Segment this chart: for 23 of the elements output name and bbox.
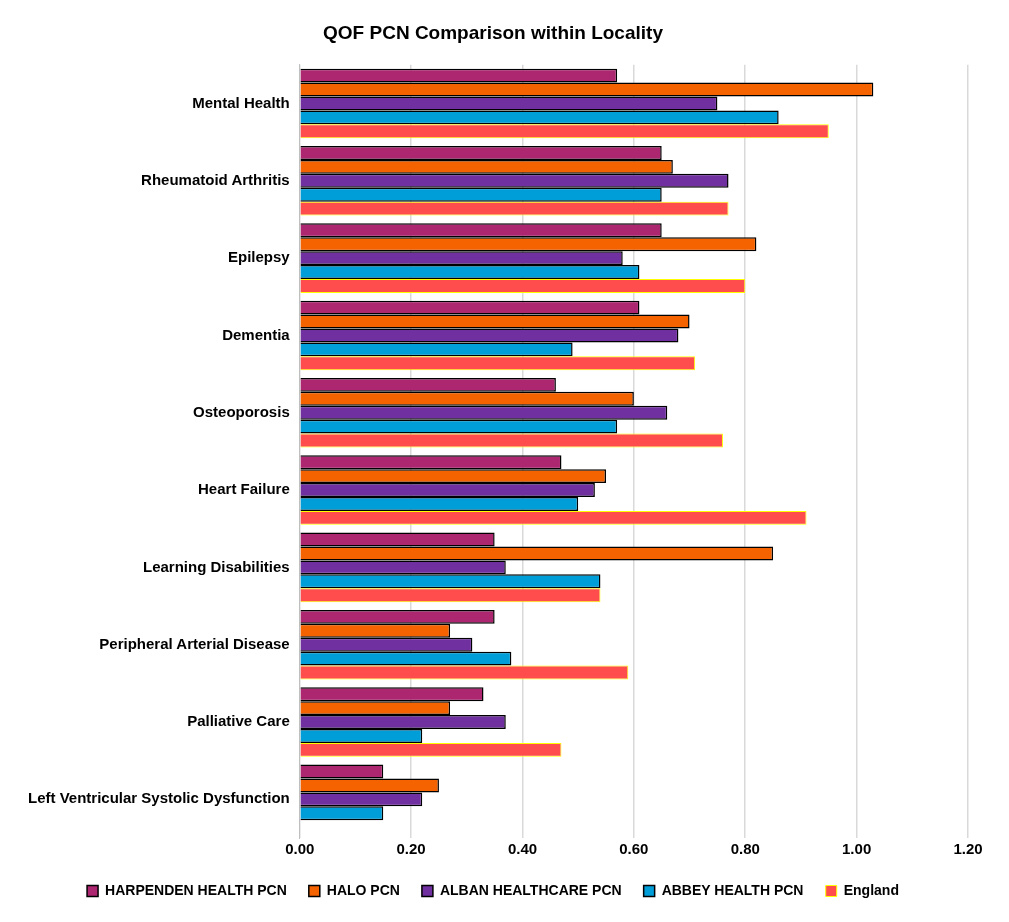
x-tick-label: 1.20	[953, 840, 983, 858]
legend-label: ABBEY HEALTH PCN	[661, 881, 804, 898]
y-tick-label: Peripheral Arterial Disease	[99, 634, 290, 652]
y-tick-label: Heart Failure	[198, 480, 290, 498]
y-tick-label: Osteoporosis	[193, 402, 290, 420]
legend-label: HARPENDEN HEALTH PCN	[105, 881, 287, 898]
y-tick-label: Mental Health	[192, 93, 290, 111]
x-tick-label: 0.40	[507, 840, 538, 858]
chart-title: QOF PCN Comparison within Locality	[323, 21, 664, 43]
y-tick-label: Rheumatoid Arthritis	[141, 170, 290, 188]
y-tick-label: Dementia	[222, 325, 291, 343]
x-tick-label: 0.80	[730, 840, 760, 858]
legend-label: England	[843, 881, 899, 898]
legend-label: HALO PCN	[326, 881, 400, 898]
x-tick-label: 0.20	[396, 840, 426, 858]
y-tick-label: Left Ventricular Systolic Dysfunction	[27, 789, 290, 807]
x-tick-label: 1.00	[842, 840, 872, 858]
x-tick-label: 0.60	[619, 840, 649, 858]
legend-label: ALBAN HEALTHCARE PCN	[439, 881, 622, 898]
x-tick-label: 0.00	[285, 840, 315, 858]
y-tick-label: Epilepsy	[228, 248, 291, 266]
y-tick-label: Learning Disabilities	[143, 557, 290, 575]
y-tick-label: Palliative Care	[187, 712, 290, 730]
